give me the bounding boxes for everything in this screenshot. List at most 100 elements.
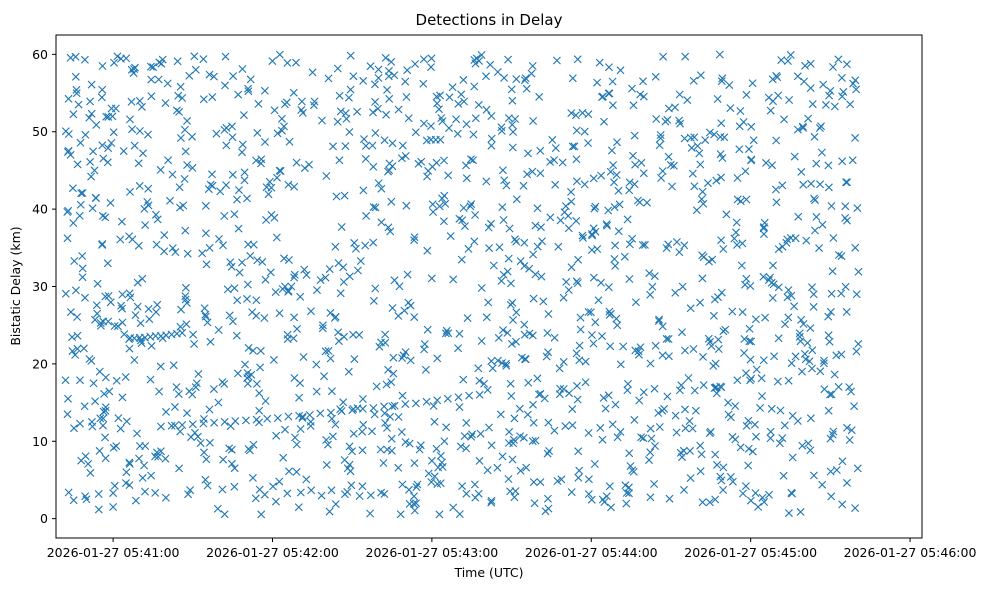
detection-point: [732, 228, 740, 237]
detection-point: [188, 163, 197, 172]
detection-point: [292, 58, 300, 67]
detection-point: [484, 298, 493, 307]
detection-point: [594, 296, 603, 305]
detection-point: [263, 414, 272, 423]
detection-point: [718, 74, 727, 83]
detection-point: [152, 308, 160, 317]
detection-point: [112, 376, 121, 385]
detection-point: [709, 361, 718, 370]
detection-point: [809, 471, 818, 480]
detection-point: [575, 341, 584, 350]
detection-point: [201, 475, 210, 484]
detection-point: [116, 424, 125, 433]
detection-point: [630, 131, 639, 140]
detection-point: [130, 141, 139, 150]
detection-point: [635, 350, 643, 359]
detection-point: [69, 496, 78, 505]
detection-point: [249, 346, 258, 355]
detection-point: [201, 201, 210, 210]
detection-point: [573, 279, 582, 287]
detection-point: [385, 159, 394, 168]
detection-point: [508, 120, 517, 129]
detection-point: [509, 127, 518, 136]
detection-point: [589, 339, 598, 348]
detection-point: [144, 130, 152, 139]
detection-point: [595, 58, 604, 67]
detection-point: [118, 304, 126, 313]
detection-point: [829, 427, 838, 436]
detection-point: [252, 379, 261, 388]
detection-point: [631, 160, 640, 169]
detection-point: [359, 420, 368, 429]
detection-point: [243, 379, 252, 388]
detection-point: [181, 292, 190, 301]
detection-point: [427, 135, 435, 144]
detection-point: [825, 91, 834, 100]
detection-point: [261, 397, 270, 405]
detection-point: [600, 498, 609, 506]
detection-point: [154, 75, 163, 84]
detection-point: [133, 429, 141, 438]
detection-point: [693, 142, 702, 150]
detection-point: [516, 257, 525, 266]
detection-point: [230, 210, 239, 219]
detection-point: [614, 227, 623, 236]
detection-point: [529, 400, 537, 409]
detection-point: [397, 428, 406, 436]
detection-point: [497, 123, 506, 132]
detection-point: [462, 161, 470, 170]
detection-point: [441, 329, 450, 338]
detection-point: [243, 369, 252, 377]
detection-point: [837, 289, 846, 298]
detection-point: [612, 170, 621, 179]
detection-point: [117, 217, 126, 226]
detection-point: [487, 441, 496, 450]
x-axis-label: Time (UTC): [453, 565, 523, 580]
chart-title: Detections in Delay: [416, 11, 563, 29]
detection-point: [355, 492, 364, 500]
detection-point: [377, 488, 386, 497]
detection-point: [535, 390, 543, 399]
detection-point: [591, 318, 600, 327]
detection-point: [359, 76, 368, 85]
detection-point: [240, 168, 249, 177]
detection-point: [410, 313, 419, 322]
detection-point: [258, 257, 267, 266]
detection-point: [738, 308, 747, 317]
detection-point: [616, 360, 625, 369]
detection-point: [772, 198, 781, 207]
detection-point: [188, 132, 197, 141]
detection-point: [756, 403, 765, 412]
detection-point: [147, 92, 156, 101]
detection-point: [131, 496, 140, 505]
detection-point: [146, 62, 155, 71]
detection-point: [663, 115, 672, 124]
detection-point: [380, 402, 389, 411]
detection-point: [507, 85, 516, 94]
detection-point: [574, 255, 583, 264]
detection-point: [572, 349, 581, 358]
detection-point: [507, 339, 516, 348]
detection-point: [766, 427, 775, 436]
detection-point: [493, 68, 502, 76]
detection-point: [567, 197, 576, 206]
detection-point: [140, 461, 149, 470]
detection-point: [390, 71, 399, 80]
detection-point: [369, 203, 378, 212]
detection-point: [63, 234, 72, 243]
x-axis: 2026-01-27 05:41:00 2026-01-27 05:42:00 20…: [47, 538, 976, 560]
detection-point: [295, 393, 304, 402]
detection-point: [429, 208, 438, 216]
detection-point: [757, 374, 766, 383]
detection-point: [728, 307, 737, 316]
detection-point: [424, 166, 433, 175]
detection-point: [747, 122, 756, 131]
detection-point: [78, 264, 87, 273]
detection-point: [719, 486, 728, 494]
detection-point: [81, 492, 90, 501]
detection-point: [321, 273, 330, 282]
detection-point: [109, 489, 118, 498]
detection-point: [523, 170, 532, 179]
